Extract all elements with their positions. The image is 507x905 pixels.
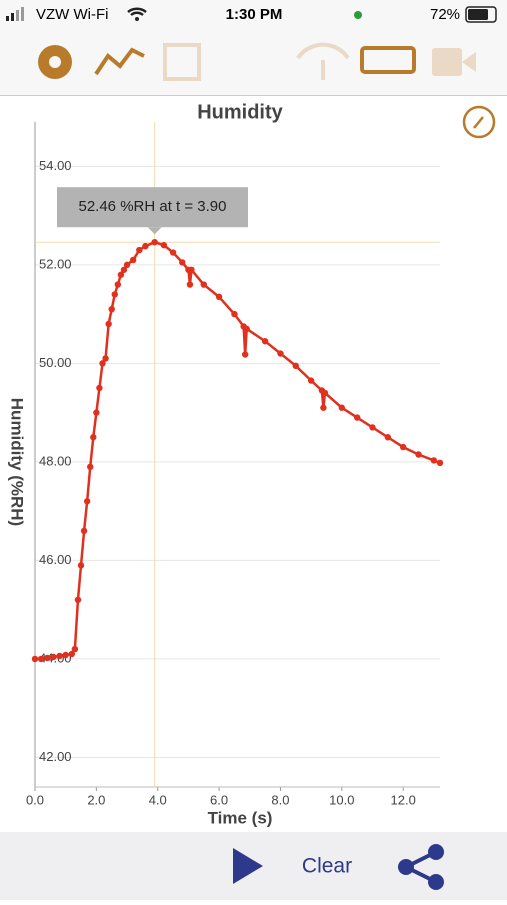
x-tick-label: 2.0 bbox=[87, 792, 105, 807]
data-point bbox=[436, 459, 444, 467]
data-point bbox=[90, 434, 97, 441]
meter-button[interactable] bbox=[296, 42, 350, 80]
data-point bbox=[261, 338, 269, 345]
data-point bbox=[321, 389, 329, 397]
data-point bbox=[37, 655, 45, 663]
data-point bbox=[186, 281, 194, 288]
tooltip-pointer bbox=[147, 227, 162, 235]
battery-level bbox=[468, 9, 488, 20]
indicator bbox=[354, 11, 362, 19]
data-point bbox=[44, 654, 51, 662]
data-line bbox=[35, 240, 441, 661]
x-tick-label: 12.0 bbox=[391, 792, 416, 807]
x-tick-label: 4.0 bbox=[149, 792, 167, 807]
plot: 42.0044.0046.0048.0050.0052.0054.000.02.… bbox=[26, 122, 444, 807]
camera-button[interactable] bbox=[432, 48, 462, 76]
carrier: VZW Wi-Fi bbox=[36, 6, 108, 23]
data-point bbox=[50, 653, 57, 661]
data-point bbox=[241, 351, 249, 358]
y-axis-label: Humidity (%RH) bbox=[8, 398, 27, 526]
y-tick-label: 42.00 bbox=[39, 749, 72, 764]
gauge-needle bbox=[473, 116, 484, 129]
data-point bbox=[151, 238, 158, 246]
clear-button[interactable]: Clear bbox=[302, 855, 352, 878]
battery-text: 72% bbox=[430, 6, 460, 23]
x-tick-label: 10.0 bbox=[329, 792, 354, 807]
data-point bbox=[93, 409, 100, 416]
toolbar bbox=[38, 42, 476, 81]
data-point bbox=[99, 360, 106, 367]
data-point bbox=[369, 424, 376, 431]
data-point bbox=[83, 498, 91, 505]
y-tick-label: 54.00 bbox=[39, 158, 72, 173]
data-point bbox=[77, 562, 85, 569]
wifi-dot bbox=[135, 17, 139, 21]
chart-title: Humidity bbox=[197, 101, 283, 123]
data-point bbox=[384, 434, 392, 441]
data-point bbox=[117, 271, 125, 278]
data-point bbox=[277, 350, 284, 357]
data-point bbox=[62, 651, 69, 659]
data-point bbox=[105, 320, 112, 328]
data-point bbox=[68, 650, 76, 658]
data-point bbox=[399, 443, 407, 451]
data-point bbox=[56, 652, 63, 660]
clock: 1:30 PM bbox=[226, 6, 283, 23]
gauge-button[interactable] bbox=[462, 105, 496, 139]
data-point bbox=[108, 305, 115, 313]
data-point bbox=[415, 451, 422, 458]
y-tick-label: 48.00 bbox=[39, 453, 72, 468]
data-point bbox=[111, 291, 118, 298]
top-area bbox=[0, 0, 507, 95]
graph-button[interactable] bbox=[94, 47, 145, 76]
play-button[interactable] bbox=[233, 848, 263, 884]
data-point bbox=[200, 281, 207, 288]
y-tick-label: 50.00 bbox=[39, 355, 72, 370]
x-tick-label: 0.0 bbox=[26, 792, 44, 807]
data-point bbox=[430, 457, 438, 464]
data-point bbox=[160, 241, 168, 249]
data-point bbox=[96, 384, 103, 392]
data-point bbox=[114, 281, 122, 288]
data-point bbox=[338, 404, 346, 411]
y-tick-label: 52.00 bbox=[39, 256, 72, 271]
data-point bbox=[179, 259, 186, 266]
data-point bbox=[231, 310, 238, 318]
data-point bbox=[74, 596, 82, 604]
data-point bbox=[353, 414, 361, 421]
data-point bbox=[188, 266, 195, 273]
data-point bbox=[71, 645, 79, 653]
tooltip-box bbox=[57, 187, 248, 228]
camera-lens bbox=[462, 52, 476, 72]
data-point bbox=[307, 377, 315, 384]
settings-hole bbox=[49, 56, 61, 68]
data-point bbox=[129, 256, 137, 264]
x-axis-label: Time (s) bbox=[208, 808, 273, 827]
data-point bbox=[320, 404, 327, 411]
data-point bbox=[123, 261, 131, 269]
data-point bbox=[292, 362, 299, 370]
data-point bbox=[31, 655, 39, 663]
data-point bbox=[169, 249, 177, 256]
wifi-icon bbox=[127, 7, 147, 17]
data-point bbox=[102, 355, 109, 362]
share-button[interactable] bbox=[398, 844, 444, 890]
data-point bbox=[136, 246, 143, 254]
data-point bbox=[120, 266, 128, 273]
data-point bbox=[215, 293, 223, 301]
y-tick-label: 46.00 bbox=[39, 552, 72, 567]
data-point bbox=[80, 527, 88, 535]
ruler-button[interactable] bbox=[360, 46, 416, 74]
tooltip-text: 52.46 %RH at t = 3.90 bbox=[78, 198, 226, 215]
chip-button[interactable] bbox=[163, 43, 201, 81]
signal-icon bbox=[6, 7, 24, 21]
data-point bbox=[87, 463, 94, 471]
x-tick-label: 6.0 bbox=[210, 792, 228, 807]
battery-icon bbox=[465, 6, 497, 23]
data-point bbox=[243, 325, 250, 333]
data-point bbox=[142, 242, 149, 250]
x-tick-label: 8.0 bbox=[271, 792, 289, 807]
